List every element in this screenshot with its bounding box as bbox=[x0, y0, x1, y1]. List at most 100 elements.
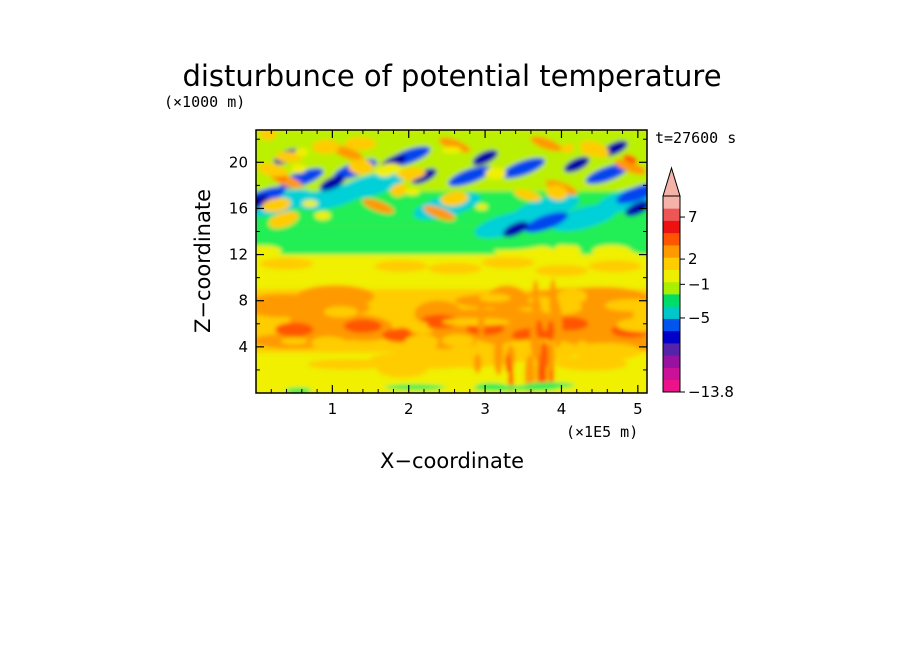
field-patch bbox=[535, 319, 543, 339]
colorbar-segment bbox=[663, 220, 680, 234]
x-tick-label-3: 3 bbox=[480, 400, 490, 418]
field-patch bbox=[531, 297, 542, 319]
field-patch bbox=[404, 188, 420, 196]
field-patch bbox=[493, 334, 504, 376]
field-patch bbox=[404, 334, 439, 350]
field-patch bbox=[336, 229, 421, 244]
field-patch bbox=[524, 212, 568, 233]
colorbar-extend-triangle bbox=[662, 166, 681, 197]
field-patch bbox=[343, 319, 383, 334]
x-axis-label: X−coordinate bbox=[380, 449, 524, 473]
field-patch bbox=[475, 203, 488, 211]
field-patch bbox=[427, 262, 482, 275]
field-patch bbox=[505, 353, 511, 373]
field-patch bbox=[513, 189, 542, 202]
field-patch bbox=[314, 211, 331, 221]
y-units-label: (×1000 m) bbox=[164, 93, 245, 111]
x-tick-label-1: 1 bbox=[328, 400, 338, 418]
field-patch bbox=[307, 359, 387, 370]
colorbar-segment bbox=[663, 306, 680, 319]
field-patch bbox=[502, 221, 529, 238]
field-patch bbox=[604, 299, 647, 312]
field-patch bbox=[348, 159, 374, 175]
colorbar-segment bbox=[663, 232, 680, 246]
field-patch bbox=[390, 183, 408, 197]
field-patch bbox=[476, 383, 506, 389]
colorbar-segment bbox=[663, 257, 680, 270]
field-patch bbox=[257, 162, 288, 178]
colorbar-label-5: −13.8 bbox=[688, 383, 734, 401]
field-patch bbox=[616, 183, 647, 204]
field-patch bbox=[441, 146, 462, 154]
x-units-label: (×1E5 m) bbox=[566, 423, 638, 441]
field-patch bbox=[379, 163, 403, 175]
field-patch bbox=[425, 351, 510, 368]
field-patch bbox=[553, 243, 582, 262]
colorbar-segment bbox=[663, 330, 680, 344]
field-patch bbox=[591, 244, 632, 259]
colorbar-segment bbox=[663, 355, 680, 368]
field-patch bbox=[438, 137, 471, 153]
field-patch bbox=[302, 199, 318, 208]
field-patch bbox=[534, 264, 589, 277]
plot-frame bbox=[255, 129, 648, 394]
y-tick-label-4: 16 bbox=[229, 199, 248, 217]
field-patch bbox=[473, 353, 482, 374]
field-patch bbox=[409, 327, 434, 335]
field-patch bbox=[385, 384, 446, 391]
field-patch bbox=[572, 342, 642, 361]
field-patch bbox=[590, 269, 631, 283]
y-tick-label-1: 4 bbox=[238, 338, 248, 356]
field-patch bbox=[259, 130, 277, 141]
field-patch bbox=[546, 184, 568, 201]
field-patch bbox=[493, 309, 538, 334]
field-patch bbox=[290, 164, 307, 174]
field-patch bbox=[259, 258, 314, 270]
colorbar-segment bbox=[663, 294, 680, 307]
x-tick-label-4: 4 bbox=[557, 400, 567, 418]
field-patch bbox=[588, 260, 642, 272]
field-patch bbox=[560, 143, 574, 153]
chart-title: disturbunce of potential temperature bbox=[182, 59, 721, 93]
field-patch bbox=[622, 154, 638, 164]
colorbar-segment bbox=[663, 343, 680, 356]
y-tick-label-3: 12 bbox=[229, 246, 248, 264]
field-patch bbox=[319, 175, 346, 191]
field-patch bbox=[374, 260, 428, 272]
field-patch bbox=[501, 157, 545, 179]
time-label: t=27600 s bbox=[655, 129, 736, 147]
field-patch bbox=[481, 256, 535, 269]
colorbar-segment bbox=[663, 208, 680, 221]
field-patch bbox=[540, 340, 548, 373]
colorbar: 7 2 −1 −5 −13.8 bbox=[662, 166, 734, 401]
field-patch bbox=[478, 299, 485, 339]
x-tick-label-2: 2 bbox=[404, 400, 414, 418]
field-patch bbox=[396, 167, 426, 180]
x-axis: 1 2 3 4 5 bbox=[270, 130, 643, 418]
x-tick-label-5: 5 bbox=[633, 400, 643, 418]
colorbar-segment bbox=[663, 281, 680, 295]
colorbar-label-2: 2 bbox=[688, 250, 698, 268]
field-patch bbox=[323, 306, 358, 318]
colorbar-segment bbox=[663, 269, 680, 283]
field-patch bbox=[512, 195, 580, 222]
field-patch bbox=[585, 163, 629, 185]
field-layer bbox=[256, 130, 647, 393]
field-patch bbox=[440, 191, 469, 207]
field-patch bbox=[420, 314, 459, 329]
field-patch bbox=[411, 168, 437, 184]
field-patch bbox=[441, 334, 475, 347]
field-patch bbox=[268, 211, 299, 229]
field-patch bbox=[524, 382, 575, 389]
field-patch bbox=[337, 171, 404, 199]
colorbar-label-1: 7 bbox=[688, 208, 698, 226]
field-patch bbox=[472, 149, 498, 166]
field-patch bbox=[275, 151, 303, 163]
field-band bbox=[256, 383, 647, 393]
field-patch bbox=[311, 336, 347, 350]
field-patch bbox=[389, 238, 474, 253]
colorbar-segment bbox=[663, 196, 680, 209]
field-patch bbox=[294, 148, 309, 157]
field-patch bbox=[580, 223, 647, 238]
